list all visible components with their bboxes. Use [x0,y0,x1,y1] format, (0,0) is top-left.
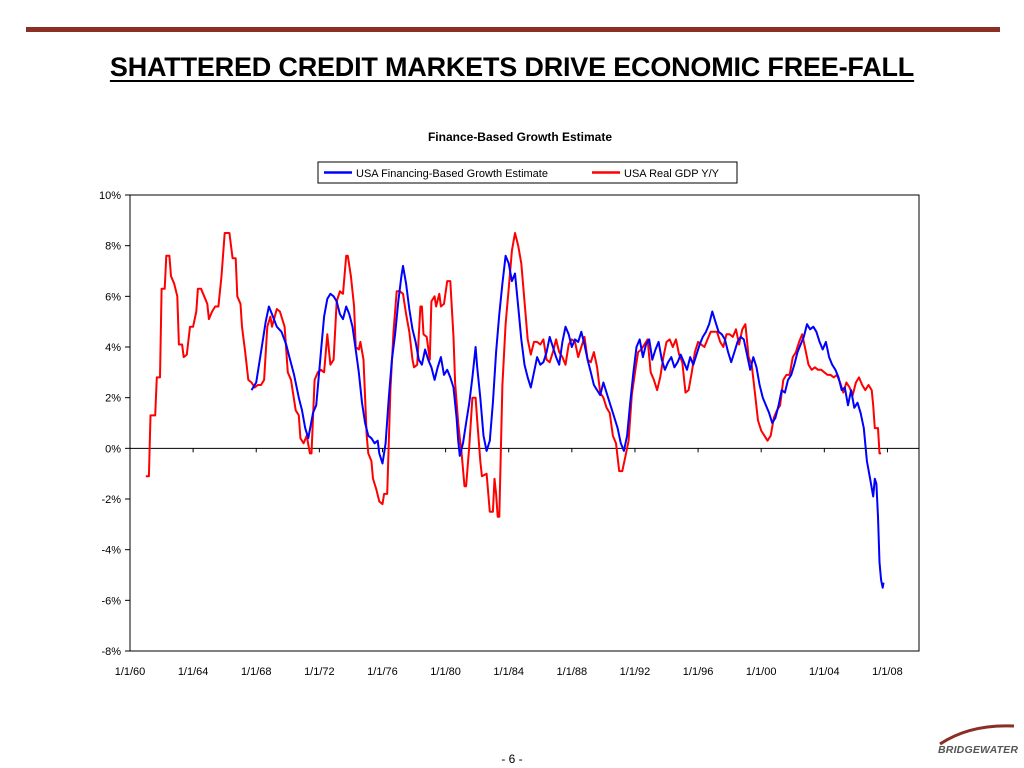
x-tick-label: 1/1/68 [241,666,272,678]
plot-area [129,194,920,652]
y-tick-label: -4% [101,545,121,557]
y-tick-label: -8% [101,646,121,658]
series-line-financing-estimate [250,254,885,589]
y-tick-label: -2% [101,494,121,506]
y-tick-label: 8% [105,241,121,253]
y-tick-label: 10% [99,190,121,202]
x-tick-label: 1/1/80 [430,666,461,678]
slide-title: SHATTERED CREDIT MARKETS DRIVE ECONOMIC … [109,52,915,82]
x-tick-label: 1/1/00 [746,666,777,678]
y-tick-label: 4% [105,342,121,354]
top-rule [26,27,1000,32]
logo-text: BRIDGEWATER [938,744,1019,756]
logo-swoosh-icon [939,724,1015,746]
series-layer [145,232,885,589]
x-tick-label: 1/1/88 [557,666,588,678]
x-tick-label: 1/1/72 [304,666,335,678]
legend: USA Financing-Based Growth Estimate USA … [317,161,738,184]
series-line-real-gdp [145,232,882,518]
y-tick-label: -6% [101,595,121,607]
x-tick-label: 1/1/60 [115,666,146,678]
chart-title: Finance-Based Growth Estimate [428,130,612,144]
y-tick-label: 6% [105,291,121,303]
legend-label-financing: USA Financing-Based Growth Estimate [356,168,548,180]
x-axis: 1/1/60 1/1/64 1/1/68 1/1/72 1/1/76 1/1/80 1/1/… [115,448,903,678]
legend-label-gdp: USA Real GDP Y/Y [624,168,720,180]
x-tick-label: 1/1/08 [872,666,903,678]
page-number: - 6 - [501,752,523,766]
bridgewater-logo: BRIDGEWATER [930,722,1022,766]
x-tick-label: 1/1/84 [493,666,524,678]
y-tick-label: 0% [105,443,121,455]
x-tick-label: 1/1/96 [683,666,714,678]
x-tick-label: 1/1/92 [620,666,651,678]
y-axis: 10% 8% 6% 4% 2% 0% -2% -4% -6% -8% [99,190,130,658]
x-tick-label: 1/1/64 [178,666,209,678]
x-tick-label: 1/1/04 [809,666,840,678]
legend-box [317,161,738,184]
x-tick-label: 1/1/76 [367,666,398,678]
y-tick-label: 2% [105,393,121,405]
